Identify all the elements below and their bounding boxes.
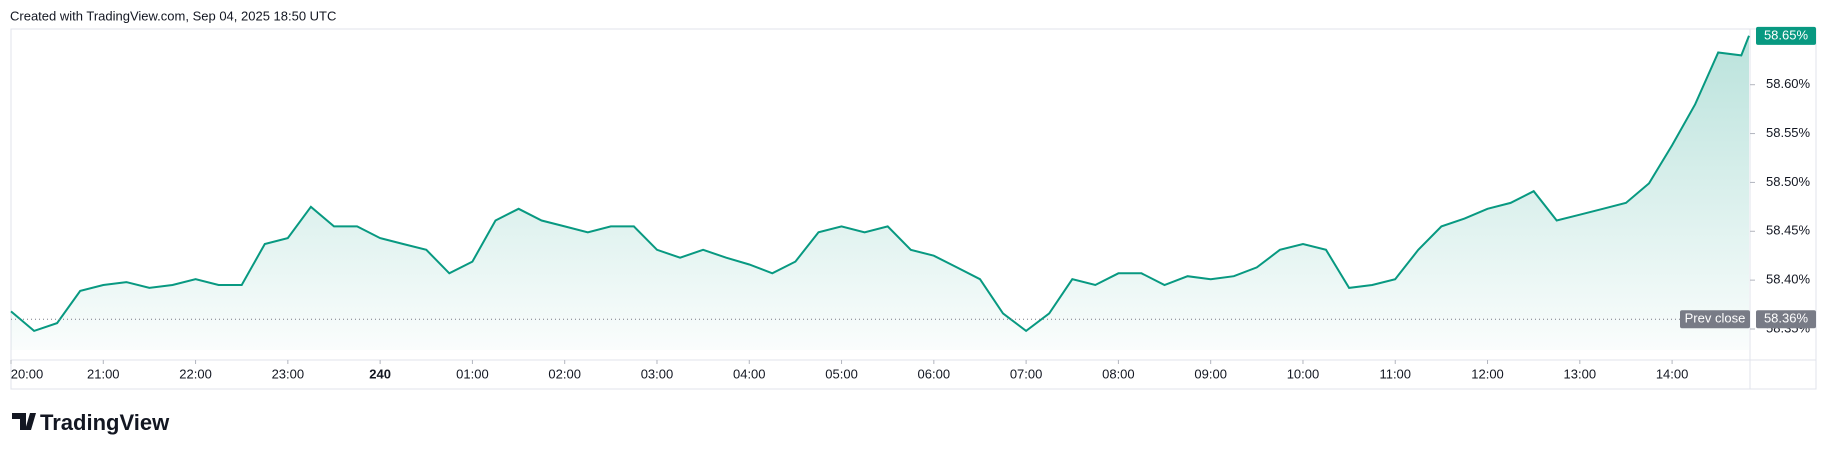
prev-close-label: Prev close <box>1685 311 1746 326</box>
x-tick-label: 13:00 <box>1564 366 1597 381</box>
last-value-tag <box>1756 26 1816 45</box>
x-tick-label: 20:00 <box>11 366 44 381</box>
y-tick-label: 58.45% <box>1766 223 1811 238</box>
prev-close-value: 58.36% <box>1764 311 1809 326</box>
y-tick-label: 58.40% <box>1766 272 1811 287</box>
line <box>10 35 1750 333</box>
y-tick-label: 58.50% <box>1766 174 1811 189</box>
x-tick-label: 08:00 <box>1102 366 1135 381</box>
x-tick-label: 12:00 <box>1471 366 1504 381</box>
x-tick-label: 23:00 <box>272 366 305 381</box>
x-tick-label: 01:00 <box>456 366 489 381</box>
brand: TradingView <box>40 410 170 435</box>
prev-close-value-tag <box>1756 310 1816 329</box>
x-tick-label: 14:00 <box>1656 366 1689 381</box>
x-tick-label: 09:00 <box>1194 366 1227 381</box>
x-tick-label: 06:00 <box>918 366 951 381</box>
x-tick-label: 240 <box>369 366 391 381</box>
x-tick-label: 07:00 <box>1010 366 1043 381</box>
x-tick-label: 21:00 <box>87 366 120 381</box>
area-fill <box>11 35 1749 351</box>
logo: TradingView <box>12 410 170 435</box>
x-tick-label: 04:00 <box>733 366 766 381</box>
x-tick-label: 02:00 <box>548 366 581 381</box>
y-tick-label: 58.55% <box>1766 125 1811 140</box>
frame <box>10 28 1817 390</box>
x-tick-label: 11:00 <box>1379 366 1411 381</box>
prev-close-tag <box>1680 310 1750 329</box>
header: Created with TradingView.com, Sep 04, 20… <box>10 8 336 23</box>
last-value-label: 58.65% <box>1764 27 1809 42</box>
x-tick-label: 10:00 <box>1287 366 1320 381</box>
x-tick-label: 05:00 <box>825 366 858 381</box>
y-tick-label: 58.60% <box>1766 76 1811 91</box>
x-tick-label: 22:00 <box>179 366 212 381</box>
x-tick-label: 03:00 <box>641 366 674 381</box>
